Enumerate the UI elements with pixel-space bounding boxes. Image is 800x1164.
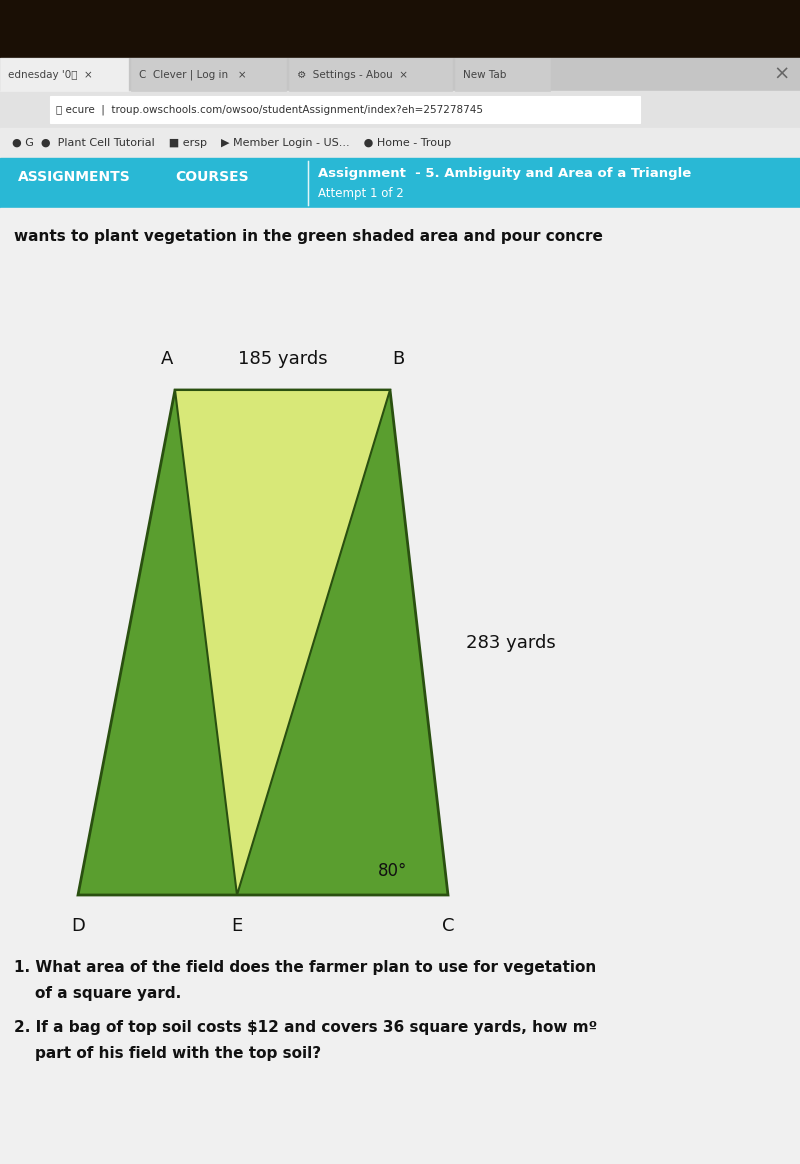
Bar	[0, 0, 800, 58]
Text: wants to plant vegetation in the green shaded area and pour concre: wants to plant vegetation in the green s…	[14, 228, 603, 243]
Bar	[0, 91, 800, 128]
Text: 283 yards: 283 yards	[466, 633, 556, 652]
Text: ASSIGNMENTS: ASSIGNMENTS	[18, 170, 130, 184]
Text: 185 yards: 185 yards	[238, 350, 327, 368]
Text: COURSES: COURSES	[175, 170, 249, 184]
Text: ×: ×	[774, 65, 790, 84]
Text: 🔒 ecure  |  troup.owschools.com/owsoo/studentAssignment/index?eh=257278745: 🔒 ecure | troup.owschools.com/owsoo/stud…	[56, 105, 483, 115]
Bar	[131, 58, 286, 91]
Text: ednesday '0๐  ×: ednesday '0๐ ×	[8, 70, 93, 79]
Bar	[0, 208, 800, 1164]
Text: ⚙  Settings - Abou  ×: ⚙ Settings - Abou ×	[297, 70, 408, 79]
Bar	[0, 128, 800, 158]
Polygon shape	[78, 390, 448, 895]
Text: New Tab: New Tab	[463, 70, 506, 79]
Bar	[0, 58, 800, 91]
Text: D: D	[71, 917, 85, 935]
Text: of a square yard.: of a square yard.	[14, 986, 182, 1001]
Polygon shape	[175, 390, 390, 895]
Text: A: A	[161, 350, 173, 368]
Bar	[455, 58, 550, 91]
Bar	[289, 58, 452, 91]
Text: 80°: 80°	[378, 863, 407, 880]
Text: ● G  ●  Plant Cell Tutorial    ■ ersp    ▶ Member Login - US...    ● Home - Trou: ● G ● Plant Cell Tutorial ■ ersp ▶ Membe…	[12, 139, 451, 148]
Text: C: C	[442, 917, 454, 935]
Text: C  Clever | Log in   ×: C Clever | Log in ×	[139, 69, 246, 80]
Bar	[0, 58, 128, 91]
Text: 2. If a bag of top soil costs $12 and covers 36 square yards, how mº: 2. If a bag of top soil costs $12 and co…	[14, 1020, 598, 1035]
Bar	[50, 95, 640, 123]
Text: E: E	[231, 917, 242, 935]
Text: B: B	[392, 350, 404, 368]
Text: part of his field with the top soil?: part of his field with the top soil?	[14, 1046, 321, 1062]
Text: 1. What area of the field does the farmer plan to use for vegetation: 1. What area of the field does the farme…	[14, 960, 596, 975]
Bar	[0, 158, 800, 208]
Text: Attempt 1 of 2: Attempt 1 of 2	[318, 187, 404, 200]
Text: Assignment  - 5. Ambiguity and Area of a Triangle: Assignment - 5. Ambiguity and Area of a …	[318, 168, 691, 180]
